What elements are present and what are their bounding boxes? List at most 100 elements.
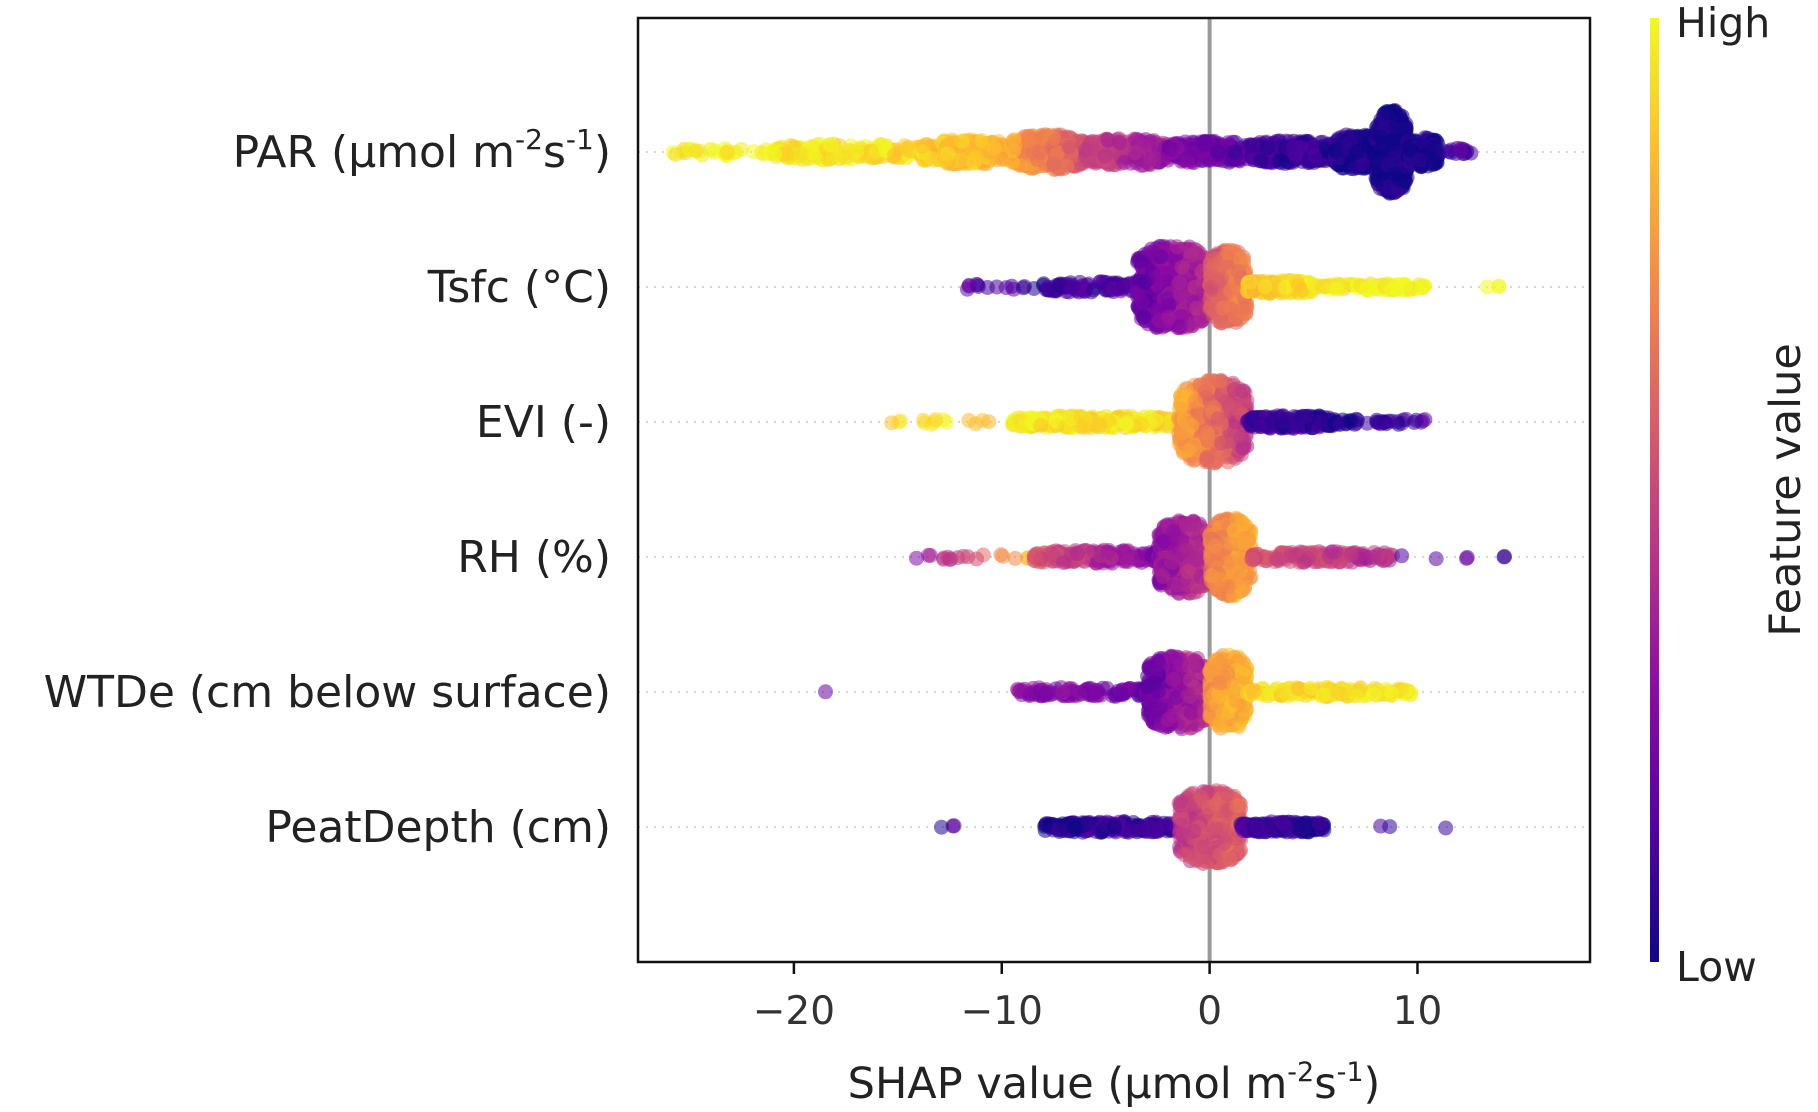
shap-point: [838, 149, 853, 165]
shap-point: [1384, 413, 1400, 429]
shap-point: [825, 150, 841, 166]
shap-point: [1115, 277, 1131, 293]
shap-point: [961, 278, 977, 293]
shap-point: [940, 549, 956, 565]
shap-point: [1206, 257, 1222, 273]
shap-point: [1100, 544, 1116, 560]
shap-point: [1175, 544, 1191, 560]
shap-point: [1112, 135, 1128, 151]
shap-point: [1213, 315, 1229, 331]
shap-point: [733, 141, 749, 157]
shap-point: [944, 132, 960, 148]
shap-point: [1118, 415, 1134, 431]
shap-point: [887, 147, 903, 162]
shap-point: [915, 139, 931, 154]
shap-point: [1178, 516, 1194, 532]
shap-point: [1056, 555, 1072, 571]
shap-point: [1005, 154, 1021, 170]
shap-point: [1171, 274, 1187, 290]
shap-point: [1214, 435, 1229, 451]
shap-point: [1164, 142, 1180, 158]
shap-point: [1453, 141, 1469, 157]
shap-point: [707, 142, 723, 158]
shap-point: [1046, 156, 1062, 172]
shap-point: [1097, 148, 1113, 164]
shap-point: [1182, 442, 1198, 458]
shap-point: [969, 551, 984, 567]
shap-point: [998, 280, 1014, 296]
shap-point: [1189, 552, 1205, 568]
shap-point: [1073, 409, 1089, 424]
shap-point: [1342, 413, 1358, 429]
shap-point: [1148, 413, 1164, 429]
shap-point: [967, 150, 983, 166]
shap-point: [794, 146, 809, 162]
shap-point: [1233, 430, 1249, 446]
shap-point: [955, 548, 971, 564]
shap-point: [1413, 414, 1429, 430]
shap-point: [989, 152, 1005, 168]
shap-point: [916, 412, 931, 428]
shap-point: [1164, 554, 1180, 570]
shap-point: [909, 550, 924, 566]
shap-point: [1174, 259, 1190, 275]
shap-point: [968, 416, 984, 432]
shap-point: [1136, 309, 1152, 325]
shap-point: [1253, 153, 1269, 169]
shap-point: [1172, 401, 1188, 416]
shap-point: [1380, 105, 1396, 121]
shap-point: [1243, 274, 1259, 290]
shap-point: [1243, 417, 1259, 433]
shap-point: [1416, 278, 1432, 294]
shap-point: [899, 141, 915, 157]
shap-point: [1222, 283, 1238, 299]
shap-point: [1165, 523, 1181, 539]
shap-point: [1137, 275, 1153, 291]
shap-point: [1069, 546, 1085, 561]
shap-point: [1045, 130, 1061, 146]
shap-point: [1032, 145, 1048, 161]
shap-point: [922, 150, 938, 166]
shap-point: [1277, 414, 1293, 429]
shap-point: [1183, 247, 1199, 263]
shap-point: [1155, 569, 1171, 585]
shap-point: [1398, 120, 1414, 136]
shap-point: [1016, 279, 1032, 295]
shap-point: [1027, 549, 1043, 565]
shap-point: [1085, 282, 1101, 298]
shap-point: [938, 152, 954, 168]
shap-point: [1154, 265, 1170, 281]
shap-point: [1180, 564, 1196, 580]
shap-point: [1227, 144, 1242, 160]
shap-point: [1372, 129, 1388, 145]
shap-point: [1187, 394, 1203, 409]
shap-point: [1402, 142, 1418, 157]
shap-point: [1285, 144, 1301, 159]
shap-point: [1210, 411, 1226, 427]
shap-point: [1049, 281, 1065, 297]
shap-point: [1299, 408, 1315, 424]
shap-point: [922, 548, 938, 563]
shap-point: [1257, 279, 1273, 295]
shap-point: [1196, 136, 1212, 152]
shap-point: [1312, 413, 1328, 429]
shap-point: [1007, 137, 1023, 153]
shap-point: [688, 143, 704, 159]
shap-point: [1329, 281, 1345, 297]
shap-point: [1084, 141, 1100, 156]
shap-point: [1398, 173, 1413, 189]
shap-point: [1214, 271, 1229, 287]
shap-point: [667, 147, 683, 163]
shap-point: [1127, 145, 1143, 161]
shap-point: [1200, 373, 1216, 389]
shap-point: [823, 137, 839, 153]
shap-point: [1202, 301, 1218, 317]
shap-point: [1021, 133, 1037, 149]
shap-point: [1358, 281, 1374, 297]
shap-point: [1384, 282, 1400, 298]
shap-point: [1210, 144, 1226, 160]
shap-point: [1260, 140, 1276, 156]
shap-point: [884, 415, 900, 431]
shap-point: [1271, 154, 1287, 170]
